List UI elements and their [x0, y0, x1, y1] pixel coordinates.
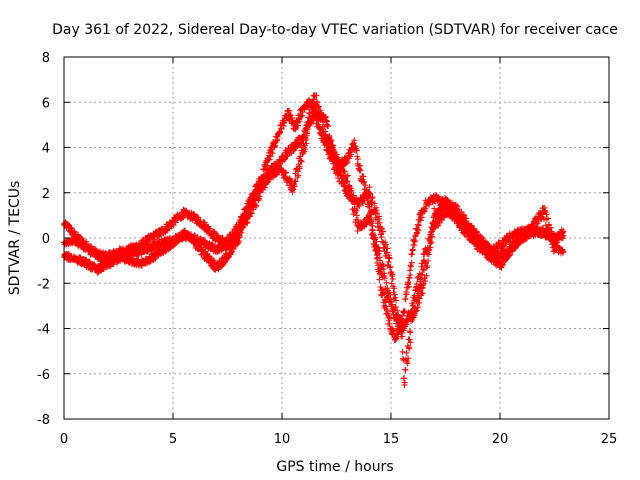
data-point-sample — [351, 137, 358, 144]
data-point — [357, 167, 364, 174]
data-point-sample — [417, 217, 424, 224]
data-point-sample — [266, 156, 273, 163]
data-point-sample — [376, 276, 383, 283]
data-point-sample — [386, 315, 393, 322]
data-point-sample — [407, 263, 414, 270]
data-point-sample — [354, 156, 361, 163]
data-point-sample — [422, 205, 429, 212]
data-point — [401, 375, 408, 382]
data-point-sample — [405, 283, 412, 290]
data-point-sample — [263, 167, 270, 174]
data-point-sample — [277, 128, 284, 135]
data-point-sample — [414, 221, 421, 228]
data-point-sample — [407, 329, 414, 336]
data-point-sample — [344, 159, 351, 166]
data-point-sample — [415, 222, 422, 229]
data-point-sample — [267, 153, 274, 160]
data-point-sample — [382, 303, 389, 310]
data-point-sample — [384, 310, 391, 317]
data-point-sample — [362, 182, 369, 189]
data-point-sample — [392, 294, 399, 301]
x-tick-label: 5 — [169, 432, 177, 447]
data-point-sample — [407, 272, 414, 279]
y-tick-label: -8 — [37, 413, 50, 428]
data-point-sample — [325, 123, 332, 130]
data-point-sample — [298, 113, 305, 120]
x-tick-label: 10 — [274, 432, 291, 447]
y-tick-label: -4 — [37, 323, 50, 338]
x-axis-title: GPS time / hours — [276, 459, 393, 475]
data-point-sample — [286, 107, 293, 114]
x-tick-label: 20 — [492, 432, 509, 447]
y-tick-label: 6 — [42, 96, 50, 111]
data-point-sample — [296, 118, 303, 125]
data-point-sample — [207, 225, 214, 232]
data-point-sample — [399, 348, 406, 355]
data-point-sample — [353, 147, 360, 154]
x-tick-label: 25 — [601, 432, 618, 447]
data-point-sample — [404, 342, 411, 349]
data-point-sample — [386, 320, 393, 327]
data-point-sample — [361, 178, 368, 185]
data-point-sample — [389, 275, 396, 282]
data-point-sample — [348, 151, 355, 158]
data-point-sample — [406, 336, 413, 343]
data-point-sample — [366, 204, 373, 211]
y-tick-label: -2 — [37, 277, 50, 292]
chart-title: Day 361 of 2022, Sidereal Day-to-day VTE… — [52, 22, 618, 38]
data-point-sample — [269, 150, 276, 157]
y-tick-label: 8 — [42, 51, 50, 66]
data-points-layer — [61, 92, 567, 388]
data-point-sample — [415, 227, 422, 234]
x-tick-label: 15 — [383, 432, 400, 447]
y-tick-label: 4 — [42, 142, 50, 157]
y-axis-title: SDTVAR / TECUs — [7, 181, 23, 296]
x-tick-label: 0 — [60, 432, 68, 447]
y-tick-label: 0 — [42, 232, 50, 247]
data-point-sample — [406, 274, 413, 281]
data-point-sample — [294, 122, 301, 129]
data-point-sample — [354, 153, 361, 160]
data-point-sample — [408, 259, 415, 266]
data-point-sample — [402, 366, 409, 373]
y-tick-label: 2 — [42, 187, 50, 202]
data-point-sample — [401, 308, 408, 315]
data-point-sample — [360, 173, 367, 180]
data-point-sample — [403, 291, 410, 298]
data-point-sample — [380, 289, 387, 296]
data-point-sample — [418, 214, 425, 221]
y-tick-label: -6 — [37, 368, 50, 383]
data-point-sample — [412, 232, 419, 239]
data-point-sample — [404, 360, 411, 367]
data-point-sample — [383, 279, 390, 286]
